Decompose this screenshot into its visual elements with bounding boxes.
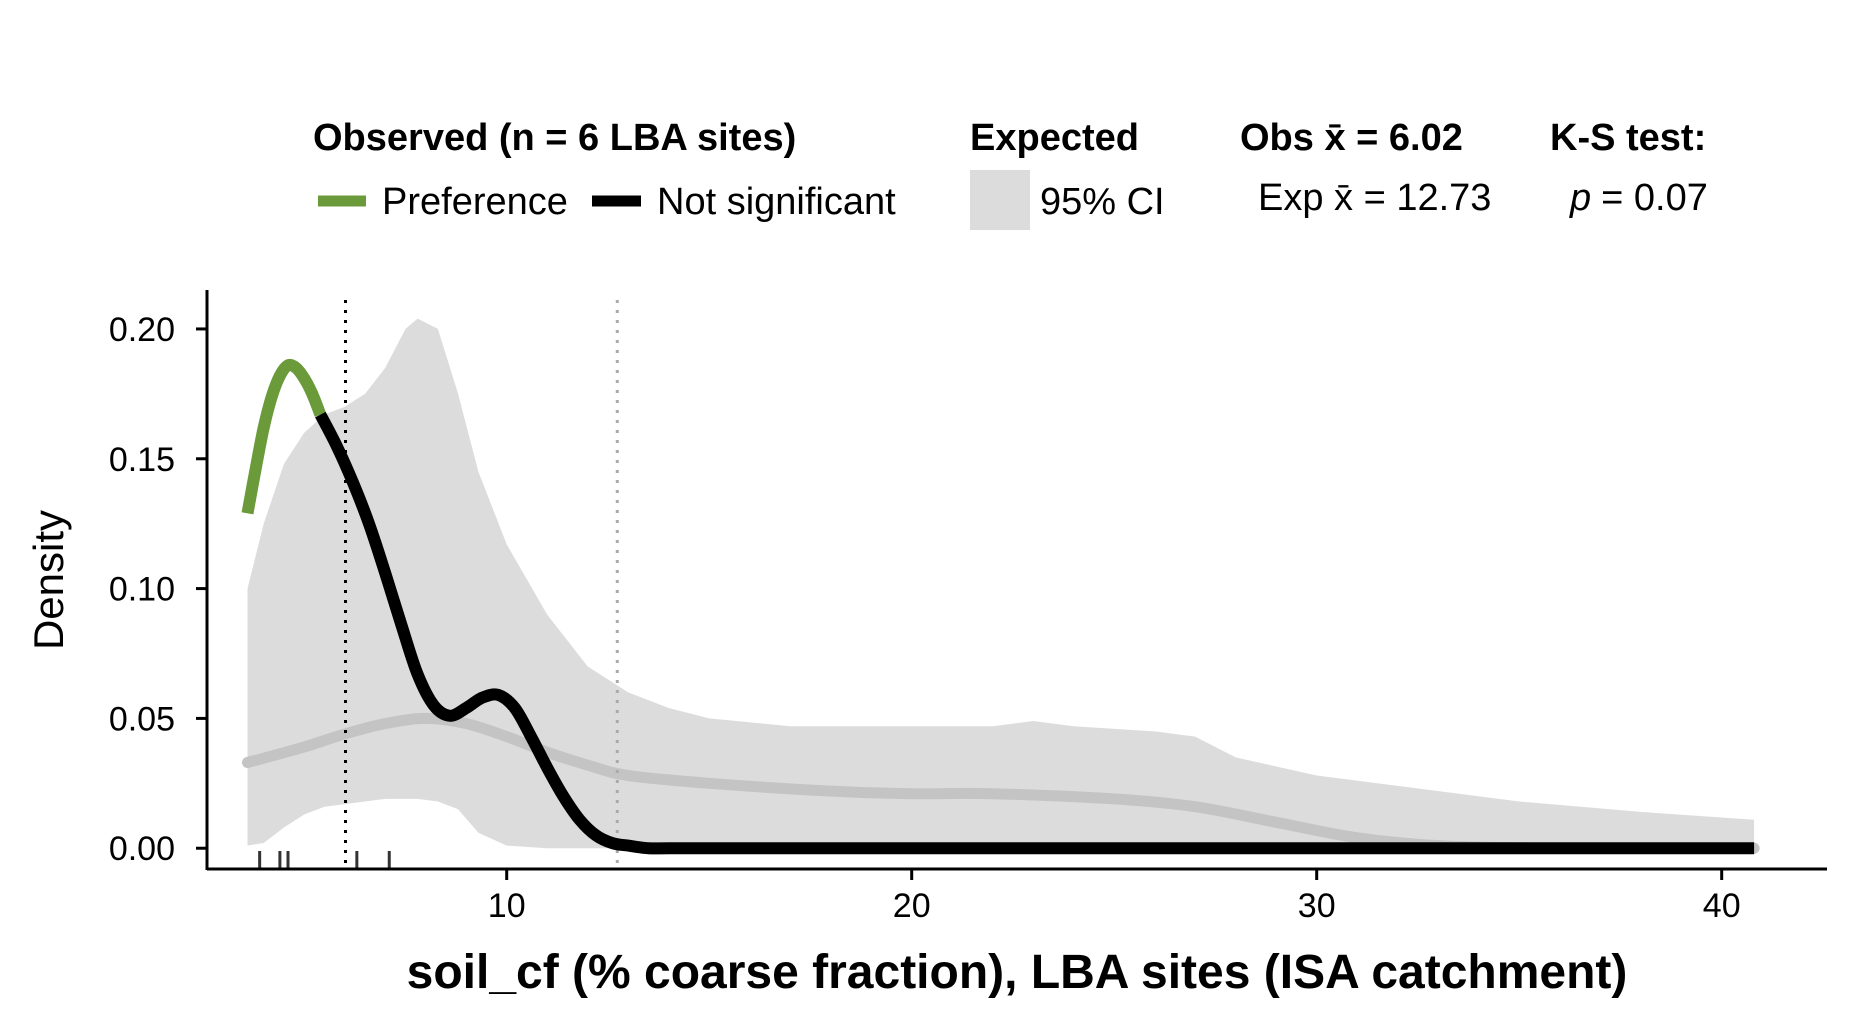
legend-ks-title: K-S test: [1550, 117, 1706, 159]
legend: Observed (n = 6 LBA sites) Preference No… [313, 117, 1708, 230]
y-ticks: 0.00 0.05 0.10 0.15 0.20 [109, 311, 207, 868]
legend-ci-swatch [970, 170, 1030, 230]
legend-exp-mean: Exp x̄ = 12.73 [1258, 177, 1491, 219]
x-tick-label: 40 [1703, 887, 1741, 925]
observed-preference-line [241, 358, 326, 515]
legend-observed-title: Observed (n = 6 LBA sites) [313, 117, 796, 159]
legend-not-significant-label: Not significant [657, 181, 896, 223]
x-tick-label: 20 [893, 887, 931, 925]
x-tick-label: 10 [488, 887, 526, 925]
y-tick-label: 0.20 [109, 311, 175, 349]
legend-ks-p-value: = 0.07 [1601, 177, 1708, 219]
legend-ks-p-symbol: p [1569, 177, 1591, 219]
legend-obs-mean: Obs x̄ = 6.02 [1240, 117, 1463, 159]
rug-layer [258, 851, 391, 869]
legend-ci-label: 95% CI [1040, 181, 1165, 223]
y-tick-label: 0.15 [109, 441, 175, 479]
legend-expected-title: Expected [970, 117, 1139, 159]
y-tick-label: 0.05 [109, 700, 175, 738]
expected-line-layer [242, 712, 1760, 854]
legend-ks-p: p = 0.07 [1569, 177, 1708, 219]
y-tick-label: 0.00 [109, 830, 175, 868]
ci-band [247, 318, 1755, 849]
legend-preference-label: Preference [382, 181, 568, 223]
x-axis-title: soil_cf (% coarse fraction), LBA sites (… [407, 946, 1628, 999]
expected-mean-line [242, 712, 1760, 854]
ci-band-layer [247, 318, 1755, 849]
y-axis-title: Density [25, 510, 72, 650]
x-ticks: 10 20 30 40 [488, 869, 1741, 925]
x-tick-label: 30 [1298, 887, 1336, 925]
y-tick-label: 0.10 [109, 571, 175, 609]
observed-not-significant-line [315, 411, 1755, 855]
legend-obs-mean-text: Obs x̄ = 6.02 [1240, 117, 1463, 159]
observed-lines-layer [241, 358, 1755, 855]
